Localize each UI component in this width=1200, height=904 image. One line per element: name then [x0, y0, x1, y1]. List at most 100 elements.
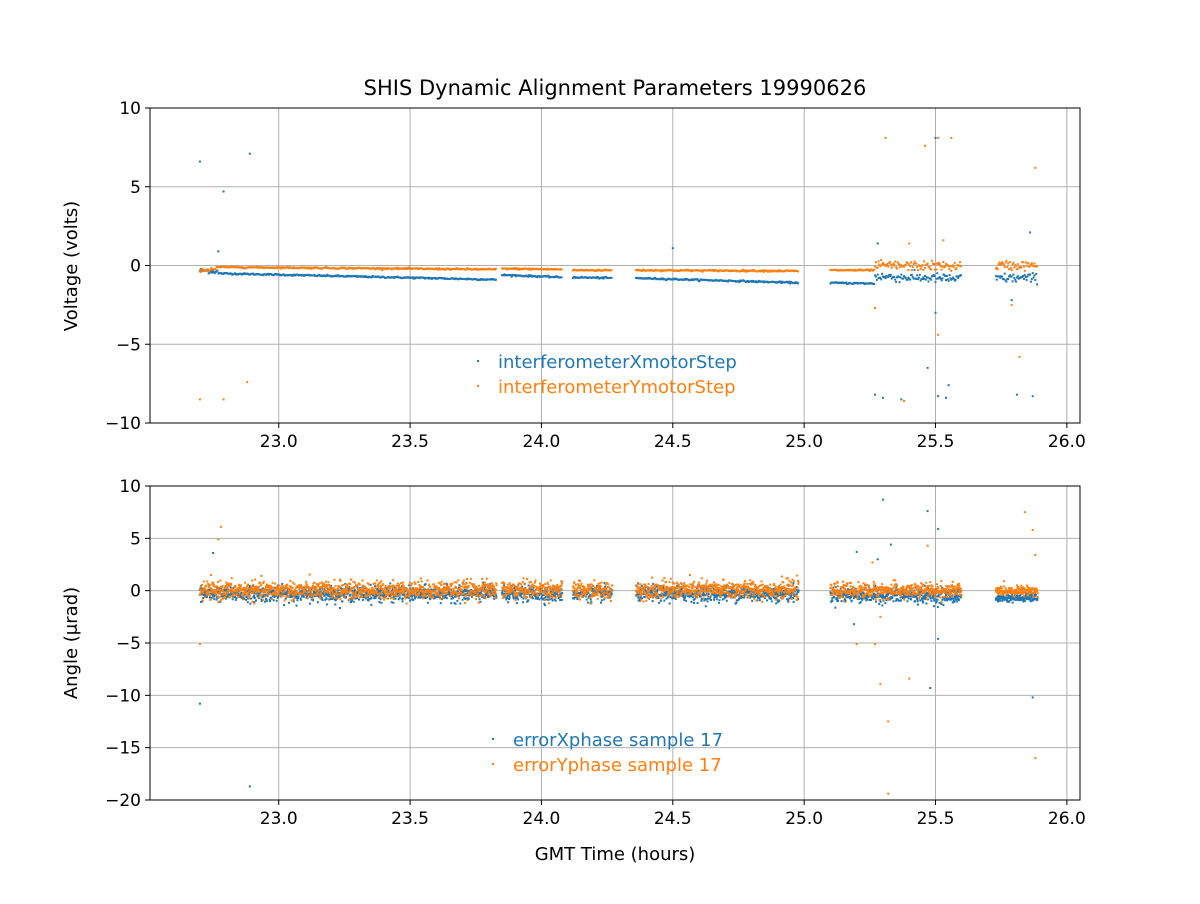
- data-point: [1010, 267, 1012, 269]
- data-point: [298, 595, 300, 597]
- data-point: [949, 268, 951, 270]
- data-point: [538, 598, 540, 600]
- data-point: [1029, 274, 1031, 276]
- data-point: [216, 270, 218, 272]
- data-point: [998, 263, 1000, 265]
- x-tick-label: 24.5: [654, 432, 692, 452]
- data-point: [900, 599, 902, 601]
- data-point: [314, 582, 316, 584]
- data-point: [315, 588, 317, 590]
- data-point: [506, 597, 508, 599]
- data-point: [775, 602, 777, 604]
- data-point: [586, 599, 588, 601]
- data-point: [1034, 279, 1036, 281]
- data-point: [220, 599, 222, 601]
- data-point: [268, 591, 270, 593]
- data-point: [336, 594, 338, 596]
- data-point: [1023, 278, 1025, 280]
- data-point: [928, 280, 930, 282]
- data-point: [244, 582, 246, 584]
- data-point: [298, 588, 300, 590]
- data-point: [880, 278, 882, 280]
- data-point: [923, 278, 925, 280]
- data-point: [337, 588, 339, 590]
- data-point: [948, 265, 950, 267]
- data-point: [930, 597, 932, 599]
- data-point: [1024, 270, 1026, 272]
- data-point: [374, 582, 376, 584]
- outlier-point: [945, 397, 947, 399]
- data-point: [293, 599, 295, 601]
- data-point: [394, 598, 396, 600]
- data-point: [268, 593, 270, 595]
- data-point: [881, 273, 883, 275]
- data-point: [905, 264, 907, 266]
- data-point: [935, 268, 937, 270]
- data-point: [1012, 274, 1014, 276]
- x-tick-label: 24.5: [654, 809, 692, 829]
- data-point: [1025, 261, 1027, 263]
- y-tick-label: 10: [119, 477, 141, 497]
- data-point: [251, 601, 253, 603]
- data-point: [912, 266, 914, 268]
- data-point: [218, 587, 220, 589]
- data-point: [308, 594, 310, 596]
- data-point: [209, 594, 211, 596]
- data-point: [837, 600, 839, 602]
- data-point: [201, 593, 203, 595]
- data-point: [327, 581, 329, 583]
- data-point: [391, 594, 393, 596]
- data-point: [561, 276, 563, 278]
- data-point: [353, 586, 355, 588]
- data-point: [949, 265, 951, 267]
- data-point: [312, 599, 314, 601]
- data-point: [378, 601, 380, 603]
- data-point: [265, 591, 267, 593]
- data-point: [919, 265, 921, 267]
- data-point: [507, 601, 509, 603]
- data-point: [889, 261, 891, 263]
- data-point: [332, 595, 334, 597]
- outlier-point: [874, 307, 876, 309]
- data-point: [269, 600, 271, 602]
- data-point: [479, 598, 481, 600]
- data-point: [245, 588, 247, 590]
- outlier-point: [856, 551, 858, 553]
- data-point: [1013, 277, 1015, 279]
- data-point: [660, 600, 662, 602]
- data-point: [891, 267, 893, 269]
- data-point: [713, 599, 715, 601]
- data-point: [879, 265, 881, 267]
- data-point: [369, 595, 371, 597]
- data-point: [899, 276, 901, 278]
- data-point: [927, 263, 929, 265]
- outlier-point: [900, 398, 902, 400]
- data-point: [249, 603, 251, 605]
- outlier-point: [937, 638, 939, 640]
- data-point: [339, 586, 341, 588]
- data-point: [201, 584, 203, 586]
- data-point: [561, 599, 563, 601]
- data-point: [390, 586, 392, 588]
- data-point: [281, 583, 283, 585]
- data-point: [1026, 279, 1028, 281]
- series-errorYphase sample 17: [199, 511, 1039, 795]
- data-point: [925, 597, 927, 599]
- data-point: [1032, 272, 1034, 274]
- data-point: [245, 599, 247, 601]
- data-point: [921, 597, 923, 599]
- data-point: [202, 592, 204, 594]
- data-point: [300, 592, 302, 594]
- data-point: [378, 593, 380, 595]
- data-point: [392, 579, 394, 581]
- data-point: [770, 598, 772, 600]
- x-tick-label: 24.0: [523, 432, 561, 452]
- data-point: [290, 592, 292, 594]
- data-point: [288, 602, 290, 604]
- data-point: [341, 600, 343, 602]
- data-point: [960, 274, 962, 276]
- data-point: [958, 265, 960, 267]
- data-point: [845, 600, 847, 602]
- data-point: [370, 584, 372, 586]
